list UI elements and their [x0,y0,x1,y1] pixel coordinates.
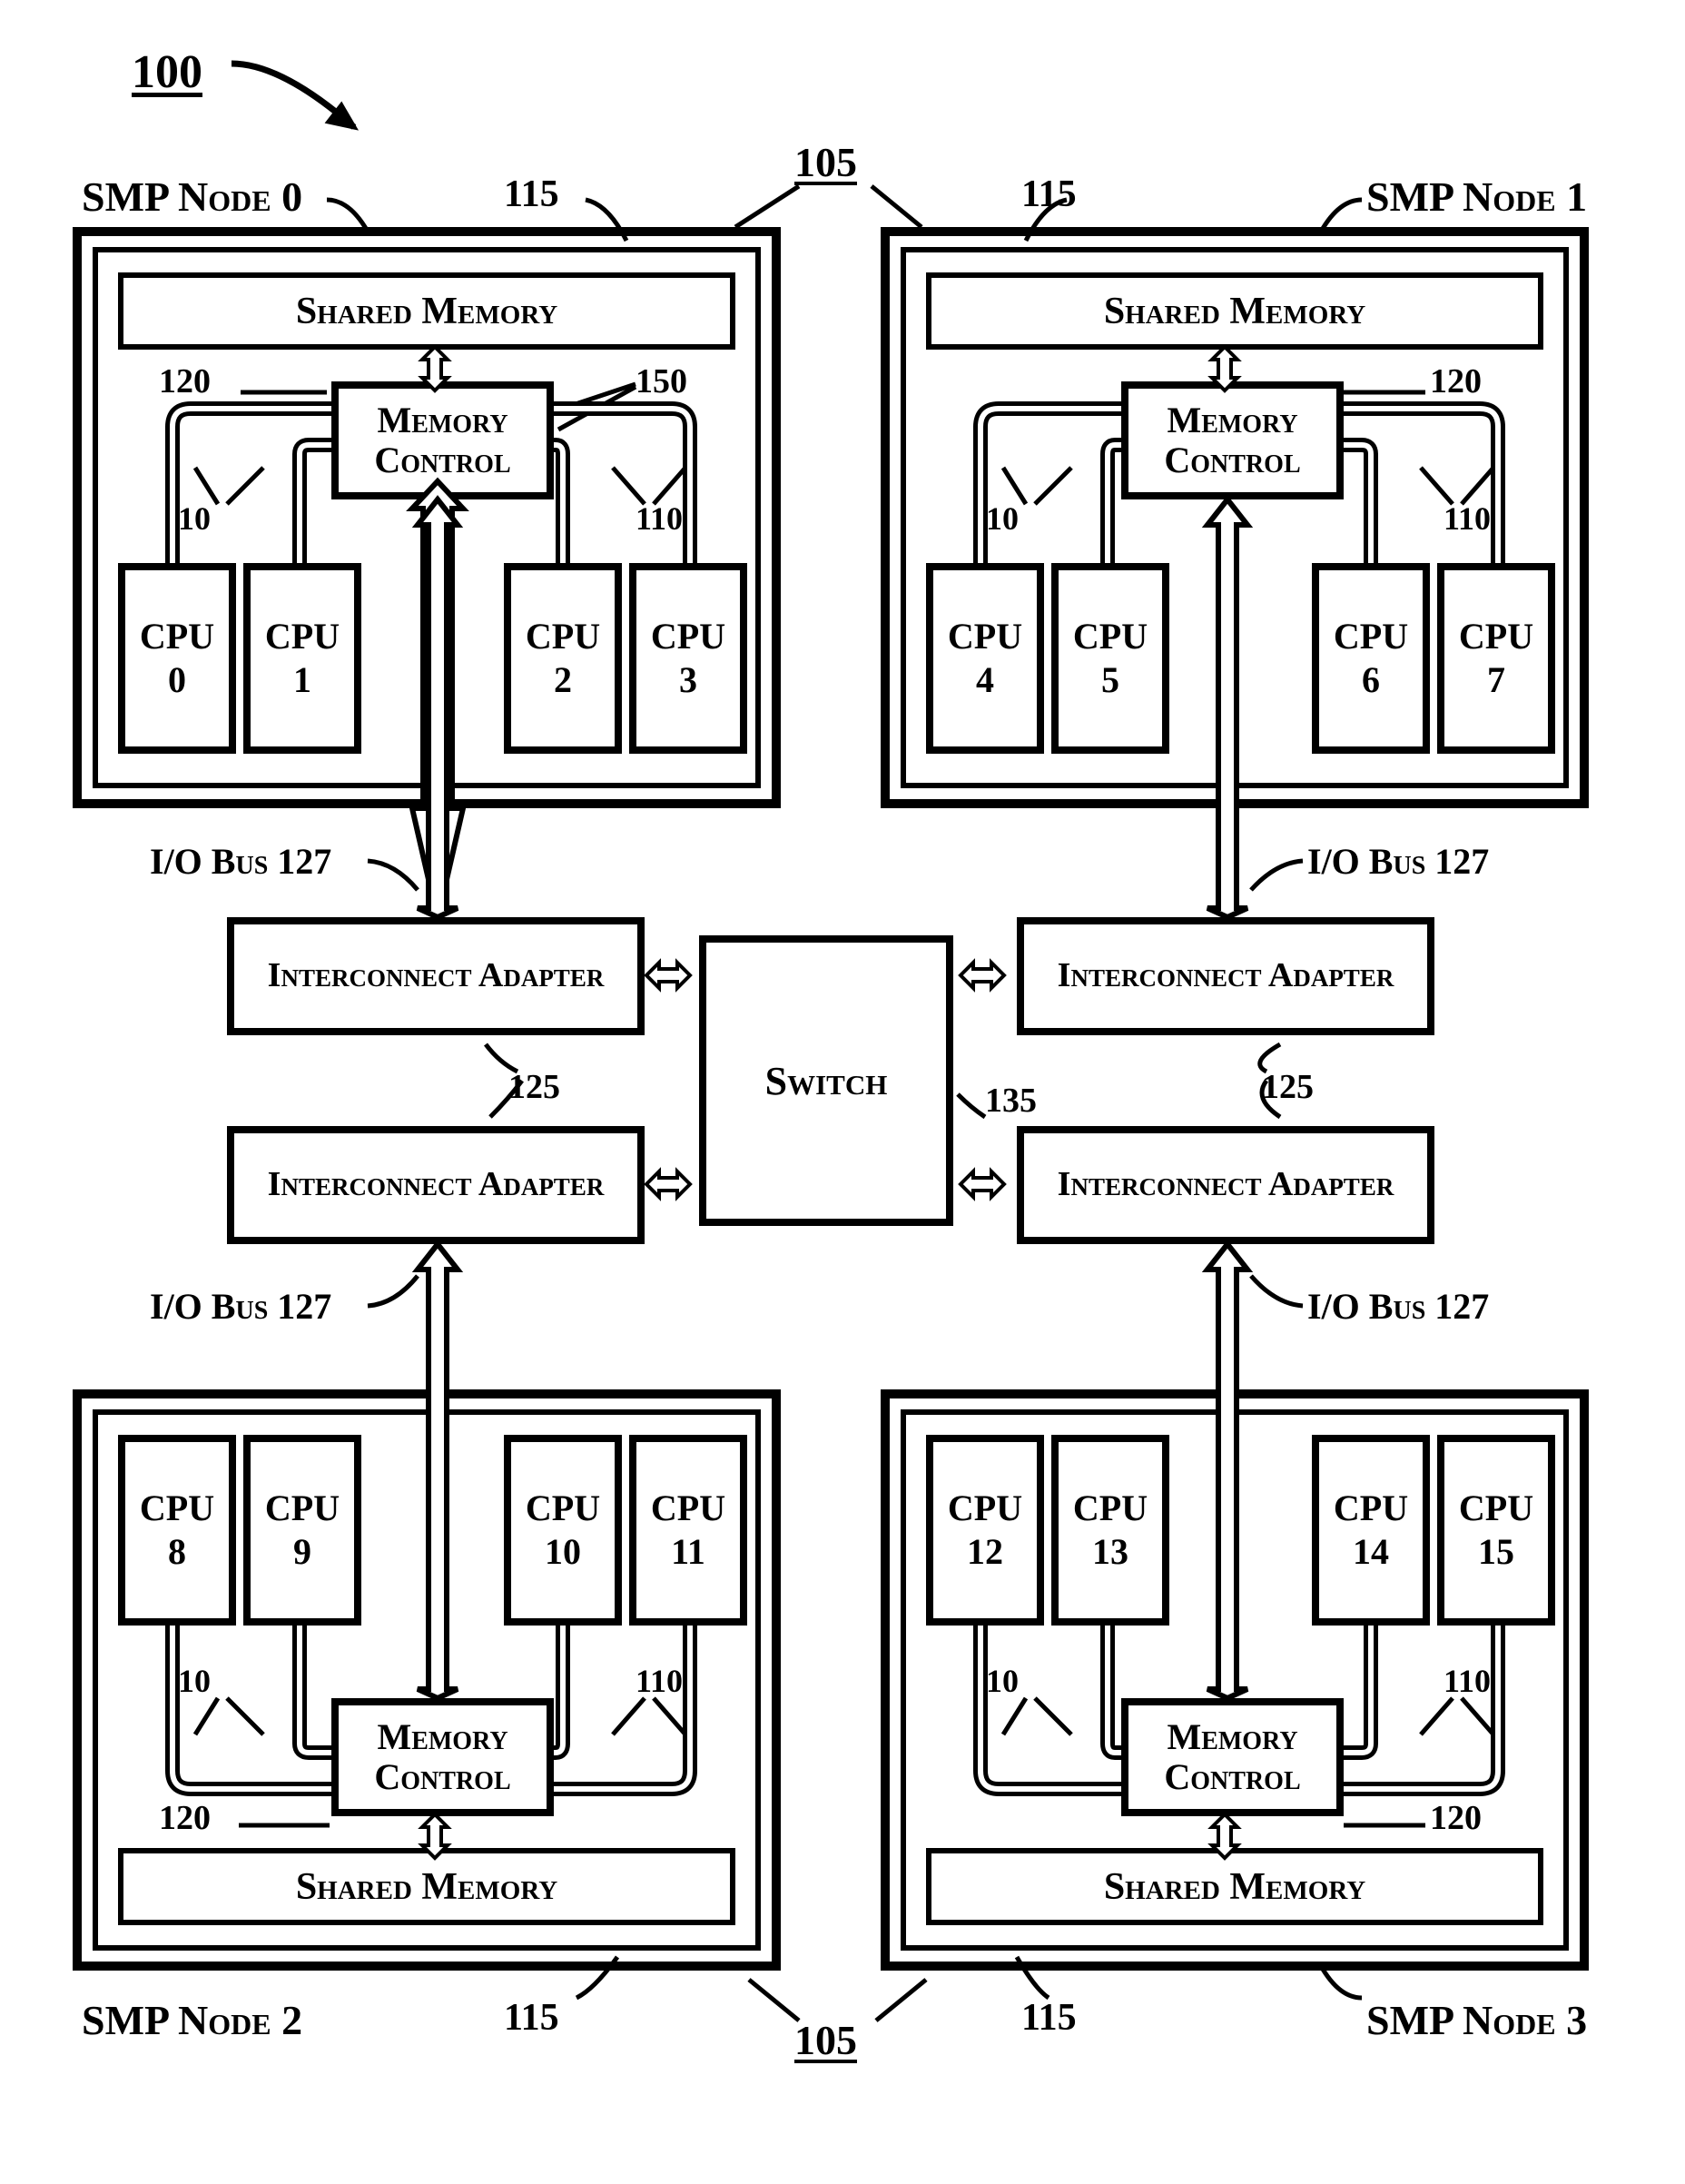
arrows-layer [0,0,1685,2184]
diagram-canvas: 100 105 105 SMP Node 0 115 Shared Memory… [0,0,1685,2184]
